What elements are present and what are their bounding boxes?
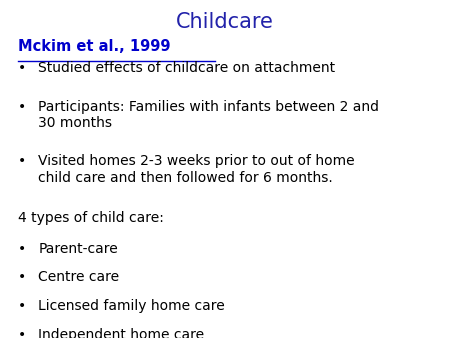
Text: •: •	[18, 270, 26, 284]
Text: Participants: Families with infants between 2 and
30 months: Participants: Families with infants betw…	[38, 100, 379, 130]
Text: Childcare: Childcare	[176, 12, 274, 32]
Text: Parent-care: Parent-care	[38, 242, 118, 256]
Text: •: •	[18, 100, 26, 114]
Text: Studied effects of childcare on attachment: Studied effects of childcare on attachme…	[38, 61, 335, 75]
Text: •: •	[18, 299, 26, 313]
Text: Mckim et al., 1999: Mckim et al., 1999	[18, 39, 171, 54]
Text: •: •	[18, 61, 26, 75]
Text: Visited homes 2-3 weeks prior to out of home
child care and then followed for 6 : Visited homes 2-3 weeks prior to out of …	[38, 154, 355, 185]
Text: 4 types of child care:: 4 types of child care:	[18, 211, 164, 225]
Text: •: •	[18, 154, 26, 168]
Text: •: •	[18, 328, 26, 338]
Text: Centre care: Centre care	[38, 270, 119, 284]
Text: Licensed family home care: Licensed family home care	[38, 299, 225, 313]
Text: Independent home care: Independent home care	[38, 328, 204, 338]
Text: •: •	[18, 242, 26, 256]
